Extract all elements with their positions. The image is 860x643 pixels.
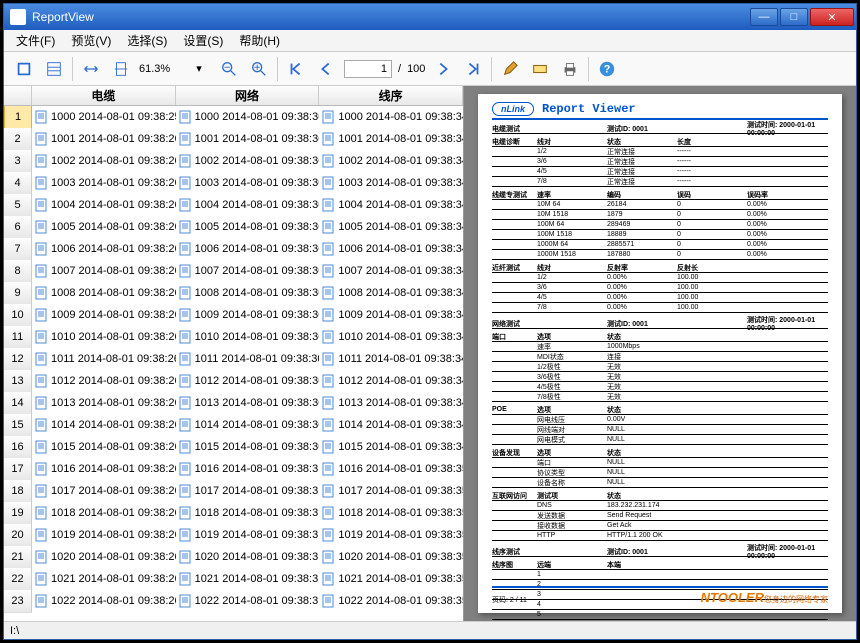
table-row[interactable]: 11000 2014-08-01 09:38:251000 2014-08-01… [4, 106, 463, 128]
table-row[interactable]: 91008 2014-08-01 09:38:261008 2014-08-01… [4, 282, 463, 304]
report-title: Report Viewer [542, 102, 636, 116]
table-row[interactable]: 81007 2014-08-01 09:38:261007 2014-08-01… [4, 260, 463, 282]
table-row[interactable]: 231022 2014-08-01 09:38:261022 2014-08-0… [4, 590, 463, 612]
zoom-value: 61.3% [139, 63, 181, 75]
page-indicator: 页码: 2 / 11 [492, 595, 527, 605]
col-network[interactable]: 网络 [176, 86, 320, 105]
grid-icon[interactable] [42, 57, 66, 81]
fit-page-icon[interactable] [109, 57, 133, 81]
list-panel: 电缆 网络 线序 11000 2014-08-01 09:38:251000 2… [4, 86, 464, 621]
table-row[interactable]: 141013 2014-08-01 09:38:261013 2014-08-0… [4, 392, 463, 414]
ruler-icon[interactable] [528, 57, 552, 81]
zoom-out-icon[interactable] [217, 57, 241, 81]
next-page-icon[interactable] [431, 57, 455, 81]
table-row[interactable]: 111010 2014-08-01 09:38:261010 2014-08-0… [4, 326, 463, 348]
table-row[interactable]: 41003 2014-08-01 09:38:261003 2014-08-01… [4, 172, 463, 194]
table-row[interactable]: 61005 2014-08-01 09:38:261005 2014-08-01… [4, 216, 463, 238]
table-row[interactable]: 121011 2014-08-01 09:38:261011 2014-08-0… [4, 348, 463, 370]
footer-sub: 您身边的网络专家 [764, 595, 828, 604]
book-icon[interactable] [12, 57, 36, 81]
preview-panel: nLink Report Viewer 电缆测试测试ID: 0001测试时间: … [464, 86, 856, 621]
edit-icon[interactable] [498, 57, 522, 81]
table-row[interactable]: 21001 2014-08-01 09:38:261001 2014-08-01… [4, 128, 463, 150]
table-row[interactable]: 71006 2014-08-01 09:38:261006 2014-08-01… [4, 238, 463, 260]
svg-text:?: ? [604, 63, 611, 75]
table-row[interactable]: 191018 2014-08-01 09:38:261018 2014-08-0… [4, 502, 463, 524]
toolbar: 61.3% ▾ / 100 ? [4, 52, 856, 86]
table-row[interactable]: 131012 2014-08-01 09:38:261012 2014-08-0… [4, 370, 463, 392]
maximize-button[interactable]: □ [780, 8, 808, 26]
prev-page-icon[interactable] [314, 57, 338, 81]
table-row[interactable]: 151014 2014-08-01 09:38:261014 2014-08-0… [4, 414, 463, 436]
col-seq[interactable]: 线序 [319, 86, 463, 105]
minimize-button[interactable]: — [750, 8, 778, 26]
last-page-icon[interactable] [461, 57, 485, 81]
brand-badge: nLink [492, 102, 534, 116]
fit-width-icon[interactable] [79, 57, 103, 81]
page-total: 100 [407, 63, 425, 75]
table-row[interactable]: 211020 2014-08-01 09:38:261020 2014-08-0… [4, 546, 463, 568]
page-sep: / [398, 63, 401, 75]
menu-preview[interactable]: 预览(V) [63, 30, 119, 51]
zoom-in-icon[interactable] [247, 57, 271, 81]
page-input[interactable] [344, 60, 392, 78]
help-icon[interactable]: ? [595, 57, 619, 81]
close-button[interactable]: ✕ [810, 8, 854, 26]
table-row[interactable]: 201019 2014-08-01 09:38:261019 2014-08-0… [4, 524, 463, 546]
menu-file[interactable]: 文件(F) [8, 30, 63, 51]
dropdown-icon[interactable]: ▾ [187, 57, 211, 81]
app-icon [10, 9, 26, 25]
report-page: nLink Report Viewer 电缆测试测试ID: 0001测试时间: … [478, 94, 842, 613]
titlebar: ReportView — □ ✕ [4, 4, 856, 30]
statusbar: I:\ [4, 621, 856, 639]
app-window: ReportView — □ ✕ 文件(F) 预览(V) 选择(S) 设置(S)… [3, 3, 857, 640]
col-cable[interactable]: 电缆 [32, 86, 176, 105]
print-icon[interactable] [558, 57, 582, 81]
table-row[interactable]: 31002 2014-08-01 09:38:261002 2014-08-01… [4, 150, 463, 172]
first-page-icon[interactable] [284, 57, 308, 81]
footer-brand: NTOOLER [701, 590, 764, 605]
window-title: ReportView [32, 10, 750, 24]
table-row[interactable]: 181017 2014-08-01 09:38:261017 2014-08-0… [4, 480, 463, 502]
menubar: 文件(F) 预览(V) 选择(S) 设置(S) 帮助(H) [4, 30, 856, 52]
table-row[interactable]: 221021 2014-08-01 09:38:261021 2014-08-0… [4, 568, 463, 590]
menu-help[interactable]: 帮助(H) [231, 30, 288, 51]
table-row[interactable]: 101009 2014-08-01 09:38:261009 2014-08-0… [4, 304, 463, 326]
menu-settings[interactable]: 设置(S) [175, 30, 231, 51]
table-row[interactable]: 171016 2014-08-01 09:38:261016 2014-08-0… [4, 458, 463, 480]
menu-select[interactable]: 选择(S) [119, 30, 175, 51]
table-row[interactable]: 161015 2014-08-01 09:38:261015 2014-08-0… [4, 436, 463, 458]
table-row[interactable]: 51004 2014-08-01 09:38:261004 2014-08-01… [4, 194, 463, 216]
